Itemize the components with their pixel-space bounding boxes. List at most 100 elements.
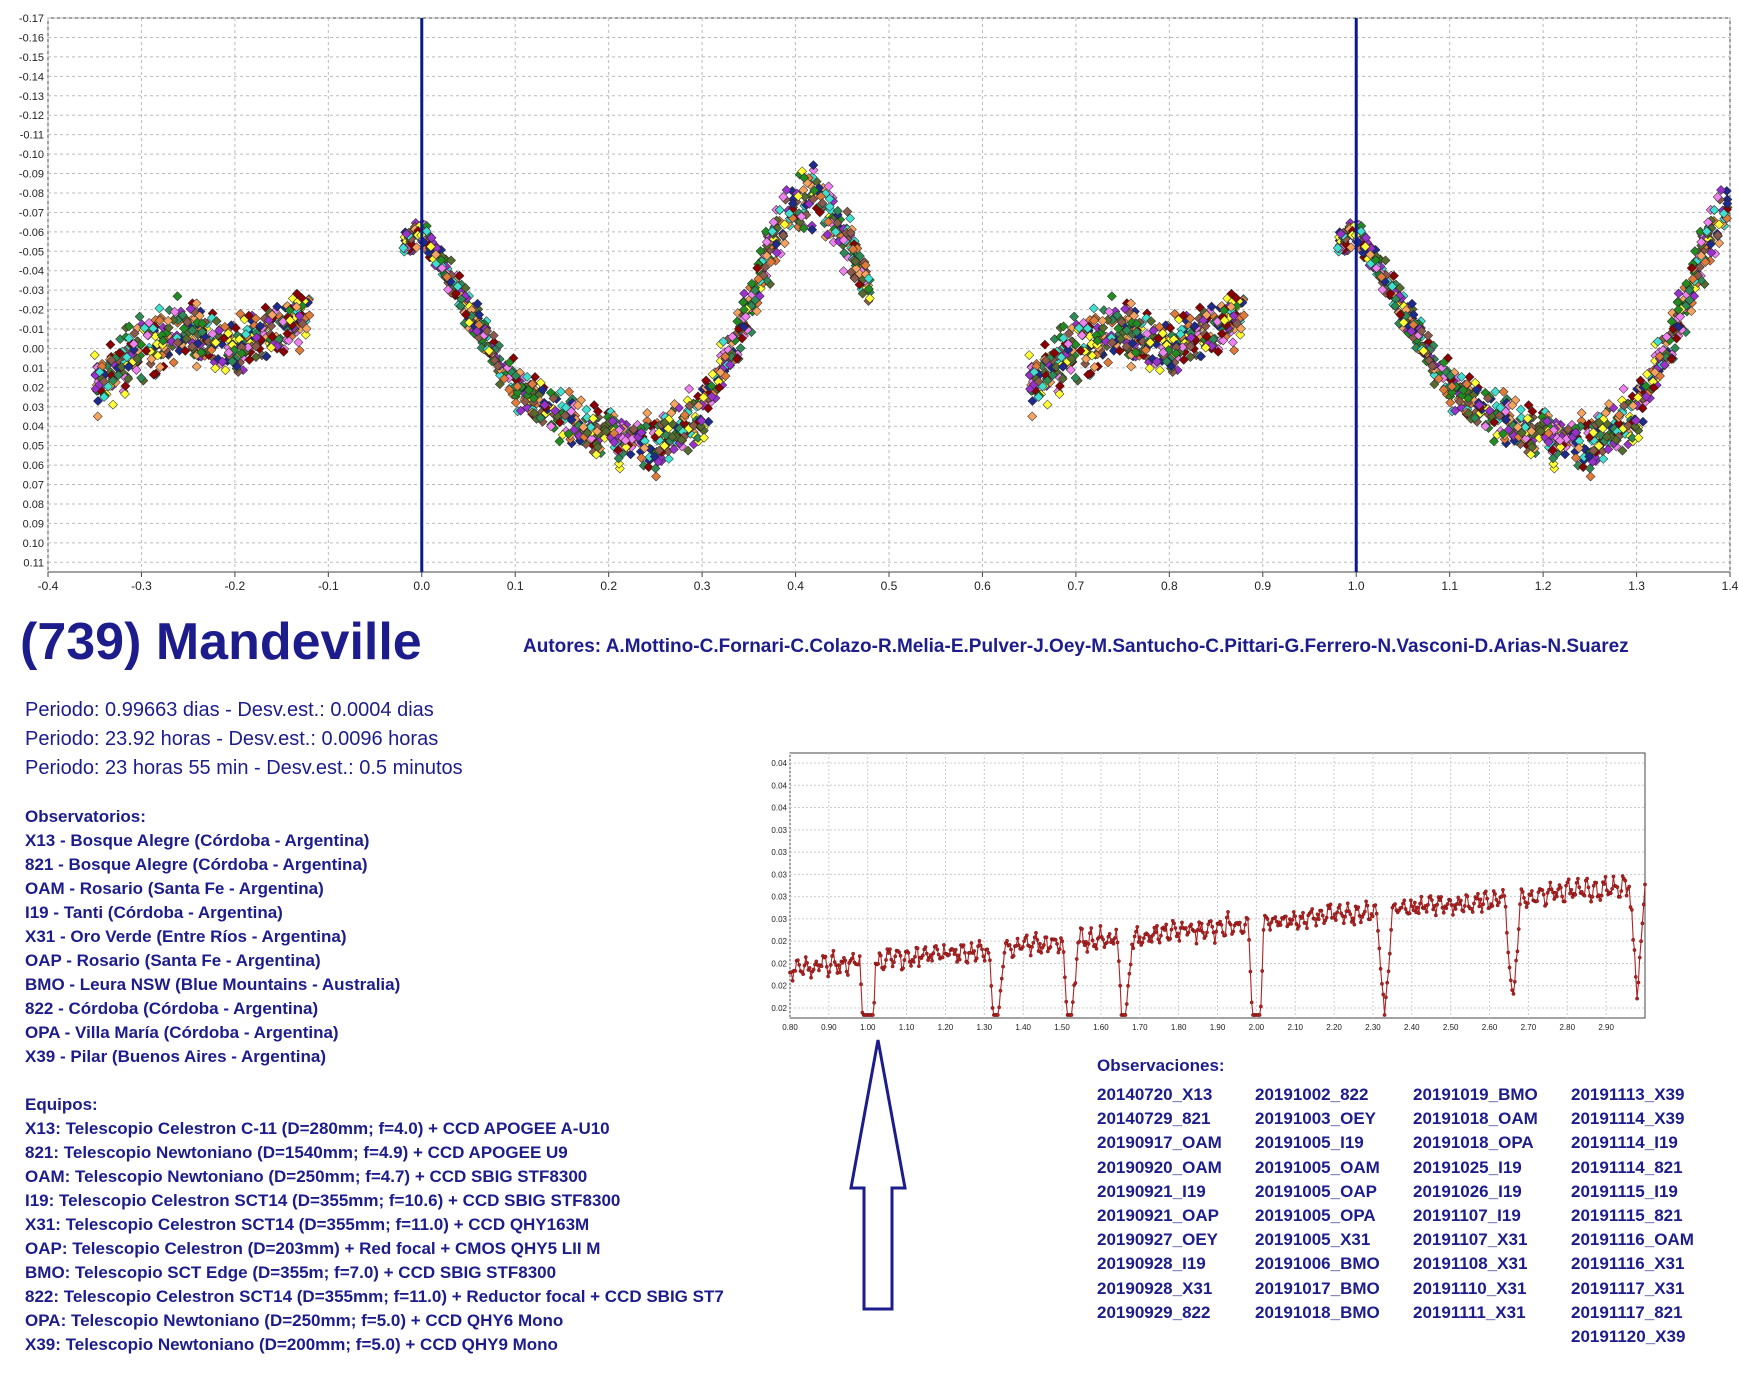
observacion-item: 20190928_I19 xyxy=(1097,1254,1206,1274)
inset-point xyxy=(1077,939,1082,944)
data-point xyxy=(817,198,828,209)
data-point xyxy=(304,310,315,321)
data-point xyxy=(1648,376,1658,387)
inset-point xyxy=(974,956,979,961)
x-tick-label: 0.3 xyxy=(694,579,711,593)
observaciones-heading: Observaciones: xyxy=(1097,1056,1225,1075)
inset-point xyxy=(1024,933,1029,938)
data-point xyxy=(1498,386,1509,397)
equipos-list: Equipos: X13: Telescopio Celestron C-11 … xyxy=(25,1093,724,1357)
inset-point xyxy=(1435,902,1440,907)
inset-point xyxy=(1172,921,1176,926)
data-point xyxy=(207,329,218,339)
inset-point xyxy=(963,950,967,955)
inset-point xyxy=(1312,917,1317,921)
inset-point xyxy=(1458,898,1463,903)
inset-point xyxy=(1151,933,1155,937)
inset-point xyxy=(1111,941,1116,946)
data-point xyxy=(588,413,599,424)
inset-point xyxy=(1210,924,1215,929)
inset-point xyxy=(1273,915,1278,919)
inset-point xyxy=(928,953,933,957)
inset-point xyxy=(898,953,903,958)
period-hm: Periodo: 23 horas 55 min - Desv.est.: 0.… xyxy=(25,757,463,779)
data-point xyxy=(1390,301,1401,311)
data-point xyxy=(169,306,180,317)
inset-point xyxy=(1574,881,1579,885)
inset-point xyxy=(811,967,816,972)
inset-point xyxy=(831,948,836,953)
inset-point xyxy=(809,975,813,980)
inset-point xyxy=(1148,935,1153,939)
inset-point xyxy=(1007,943,1012,947)
data-point xyxy=(1066,353,1077,364)
inset-point xyxy=(1599,893,1604,898)
observaciones-column: 20140720_X13 20140729_821 20190917_OAM 2… xyxy=(1097,1083,1255,1349)
x-tick-label: 0.5 xyxy=(881,579,898,593)
data-point xyxy=(1370,255,1381,266)
data-point xyxy=(520,396,531,407)
data-point xyxy=(1712,192,1723,202)
data-point xyxy=(158,335,168,346)
data-point xyxy=(1547,445,1558,455)
inset-point xyxy=(1223,933,1228,938)
data-point xyxy=(155,362,166,372)
data-point xyxy=(284,305,295,316)
data-point xyxy=(1416,326,1427,336)
data-point xyxy=(1401,305,1412,315)
observacion-item: 20191115_821 xyxy=(1571,1206,1683,1226)
data-point xyxy=(89,350,100,360)
data-point xyxy=(1686,306,1697,317)
data-point xyxy=(1617,445,1628,456)
inset-x-tick-label: 0.80 xyxy=(782,1023,798,1032)
data-point xyxy=(282,328,293,339)
data-point xyxy=(1371,263,1382,274)
data-point xyxy=(139,323,150,333)
data-point xyxy=(108,375,118,386)
data-point xyxy=(798,223,809,234)
authors-line: Autores: A.Mottino-C.Fornari-C.Colazo-R.… xyxy=(523,636,1629,657)
inset-point xyxy=(1635,996,1639,1001)
data-point xyxy=(484,346,494,356)
data-point xyxy=(1151,356,1162,367)
data-point xyxy=(206,345,217,355)
inset-point xyxy=(1380,981,1384,986)
inset-point xyxy=(1110,938,1115,942)
inset-point xyxy=(836,963,841,968)
observacion-item: 20191107_X31 xyxy=(1413,1230,1528,1250)
inset-point xyxy=(1632,948,1637,952)
inset-point xyxy=(1241,930,1246,934)
data-point xyxy=(1195,302,1205,313)
data-point xyxy=(220,365,231,376)
inset-point xyxy=(1544,902,1549,906)
inset-point xyxy=(823,954,828,959)
data-point xyxy=(223,347,234,358)
data-point xyxy=(115,348,125,358)
inset-y-tick-label: 0.02 xyxy=(771,937,787,946)
inset-point xyxy=(1451,913,1455,917)
data-point xyxy=(123,361,134,372)
inset-point xyxy=(793,969,798,973)
data-point xyxy=(809,185,820,196)
observatorio-item: I19 - Tanti (Córdoba - Argentina) xyxy=(25,903,283,922)
data-point xyxy=(1672,297,1683,308)
inset-point xyxy=(1623,878,1628,883)
data-point xyxy=(243,310,254,321)
data-point xyxy=(512,381,523,392)
data-point xyxy=(720,351,731,362)
data-point xyxy=(535,377,546,388)
data-point xyxy=(1097,315,1108,326)
inset-x-tick-label: 1.60 xyxy=(1093,1023,1109,1032)
data-point xyxy=(1042,399,1053,410)
data-point xyxy=(1429,379,1440,390)
data-point xyxy=(581,404,592,415)
data-point xyxy=(752,306,762,317)
inset-point xyxy=(1201,930,1205,935)
inset-point xyxy=(1377,946,1382,951)
inset-point xyxy=(1483,889,1488,894)
data-point xyxy=(1178,310,1189,321)
inset-x-tick-label: 2.00 xyxy=(1249,1023,1265,1032)
data-point xyxy=(150,331,161,342)
inset-point xyxy=(1140,940,1145,945)
inset-point xyxy=(1415,905,1420,910)
